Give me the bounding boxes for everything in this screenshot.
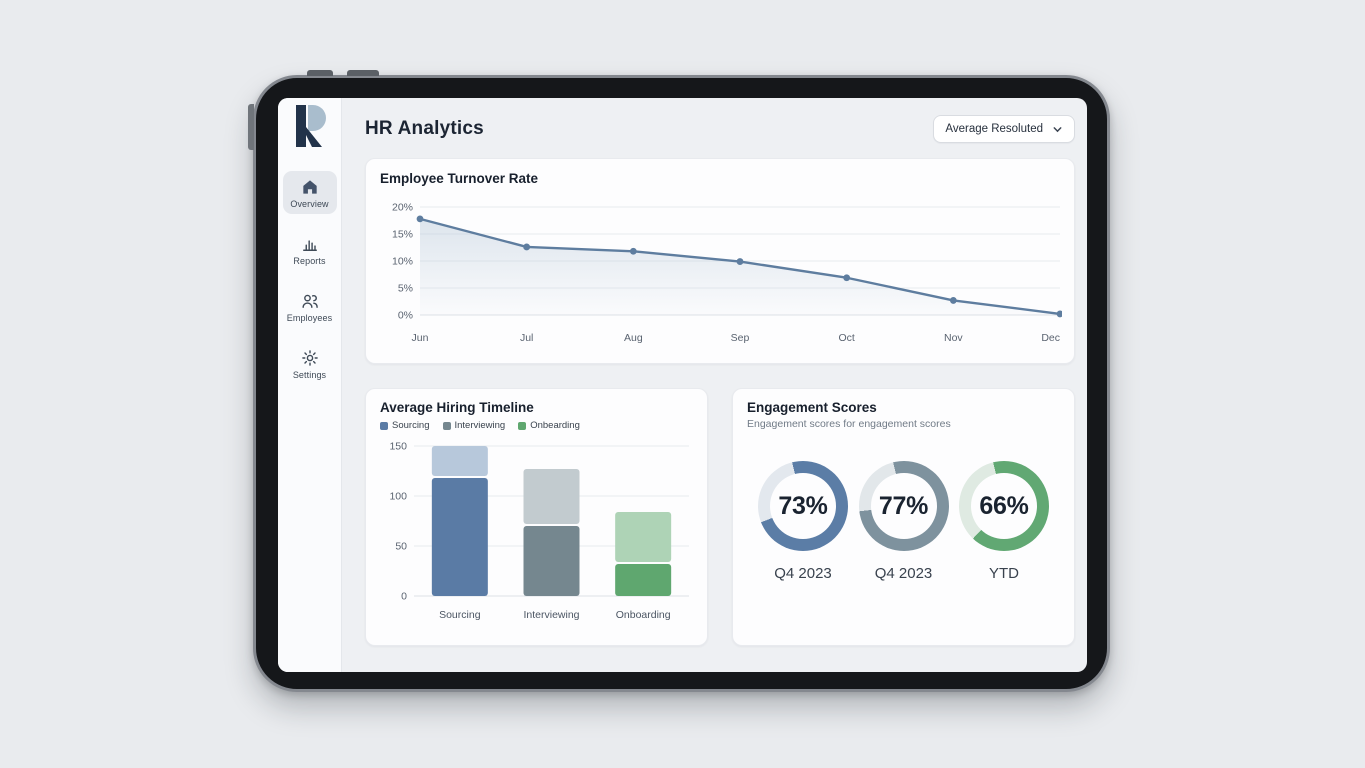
page-title: HR Analytics	[365, 118, 484, 139]
sidebar-item-overview[interactable]: Overview	[282, 171, 337, 214]
svg-text:Aug: Aug	[624, 332, 643, 344]
app-screen: Overview Reports	[278, 98, 1087, 672]
sidebar-item-settings[interactable]: Settings	[283, 342, 337, 385]
sidebar-item-label: Employees	[286, 313, 333, 323]
metric-filter-dropdown[interactable]: Average Resoluted	[933, 115, 1075, 143]
legend-label: Onbearding	[530, 420, 580, 431]
svg-text:5%: 5%	[398, 283, 413, 295]
donut-ring-1: 73%	[758, 461, 848, 551]
engagement-card-title: Engagement Scores	[747, 400, 877, 415]
donut-group-2: 77% Q4 2023	[858, 461, 949, 582]
legend-swatch-onboarding	[518, 421, 527, 430]
metric-filter-label: Average Resoluted	[945, 123, 1043, 135]
chevron-down-icon	[1053, 126, 1062, 132]
svg-text:Onboarding: Onboarding	[616, 609, 671, 621]
svg-text:Nov: Nov	[944, 332, 963, 344]
legend-item-interviewing: Interviewing	[442, 420, 506, 431]
engagement-card: Engagement Scores Engagement scores for …	[732, 388, 1075, 646]
donut-label-3: YTD	[989, 565, 1019, 582]
svg-text:Dec: Dec	[1041, 332, 1060, 344]
donut-value-1: 73%	[778, 491, 828, 520]
volume-down-button	[347, 70, 379, 76]
people-icon	[301, 294, 318, 308]
gear-icon	[301, 350, 318, 366]
power-button	[248, 104, 254, 150]
legend-item-onboarding: Onbearding	[518, 420, 580, 431]
sidebar-item-reports[interactable]: Reports	[283, 228, 337, 271]
svg-text:Interviewing: Interviewing	[523, 609, 579, 621]
donut-ring-3: 66%	[959, 461, 1049, 551]
svg-text:Jul: Jul	[520, 332, 533, 344]
turnover-line-chart: 0% 5% 10% 15% 20% Jun Jul Aug Sep Oct Nov Dec	[392, 202, 1062, 344]
donut-label-1: Q4 2023	[774, 565, 832, 582]
hr-logo	[295, 105, 326, 147]
donut-value-3: 66%	[979, 491, 1029, 520]
svg-text:0: 0	[401, 591, 407, 603]
legend-swatch-sourcing	[380, 421, 388, 430]
donut-group-1: 73% Q4 2023	[758, 461, 848, 582]
donut-ring-2: 77%	[858, 461, 949, 551]
svg-text:100: 100	[389, 491, 407, 503]
bar-chart-icon	[302, 240, 317, 251]
page-header: HR Analytics Average Resoluted	[365, 114, 1075, 144]
svg-text:0%: 0%	[398, 310, 413, 322]
volume-up-button	[307, 70, 333, 76]
donut-label-2: Q4 2023	[874, 565, 933, 582]
legend-swatch-interviewing	[442, 421, 451, 430]
main-content: HR Analytics Average Resoluted Employee …	[342, 98, 1087, 672]
sidebar-item-label: Settings	[292, 370, 327, 380]
svg-text:150: 150	[389, 441, 407, 453]
sidebar-item-label: Overview	[290, 199, 329, 209]
svg-text:Oct: Oct	[838, 332, 854, 344]
tablet-device-frame: Overview Reports	[248, 70, 1110, 692]
legend-label: Sourcing	[392, 420, 430, 431]
sidebar-item-employees[interactable]: Employees	[283, 285, 337, 328]
donut-value-2: 77%	[878, 491, 929, 520]
legend-label: Interviewing	[454, 420, 506, 431]
sidebar: Overview Reports	[278, 98, 342, 672]
hiring-bar-chart: 0 50 100 150 Sourcing Interviewing Onboarding	[389, 441, 689, 621]
engagement-donuts: 73% Q4 2023 77% Q4 2023	[747, 461, 1060, 582]
sidebar-item-label: Reports	[293, 256, 326, 266]
svg-text:50: 50	[395, 541, 407, 553]
svg-text:15%: 15%	[392, 229, 413, 241]
svg-text:Sourcing: Sourcing	[439, 609, 481, 621]
svg-text:Sep: Sep	[731, 332, 750, 344]
turnover-card-title: Employee Turnover Rate	[380, 171, 539, 186]
donut-group-3: 66% YTD	[959, 461, 1049, 582]
hiring-card-title: Average Hiring Timeline	[380, 400, 534, 415]
svg-text:10%: 10%	[392, 256, 413, 268]
turnover-card: Employee Turnover Rate 0% 5% 10% 15% 20% Jun J…	[365, 158, 1075, 364]
engagement-card-subtitle: Engagement scores for engagement scores	[747, 418, 951, 430]
sidebar-nav: Overview Reports	[282, 171, 337, 385]
home-icon	[302, 180, 317, 194]
bottom-cards-row: Average Hiring Timeline Sourcing Intervi…	[365, 388, 1075, 646]
hiring-legend: Sourcing Interviewing Onbearding	[380, 420, 693, 431]
svg-text:Jun: Jun	[412, 332, 429, 344]
legend-item-sourcing: Sourcing	[380, 420, 430, 431]
hiring-card: Average Hiring Timeline Sourcing Intervi…	[365, 388, 708, 646]
svg-text:20%: 20%	[392, 202, 413, 214]
